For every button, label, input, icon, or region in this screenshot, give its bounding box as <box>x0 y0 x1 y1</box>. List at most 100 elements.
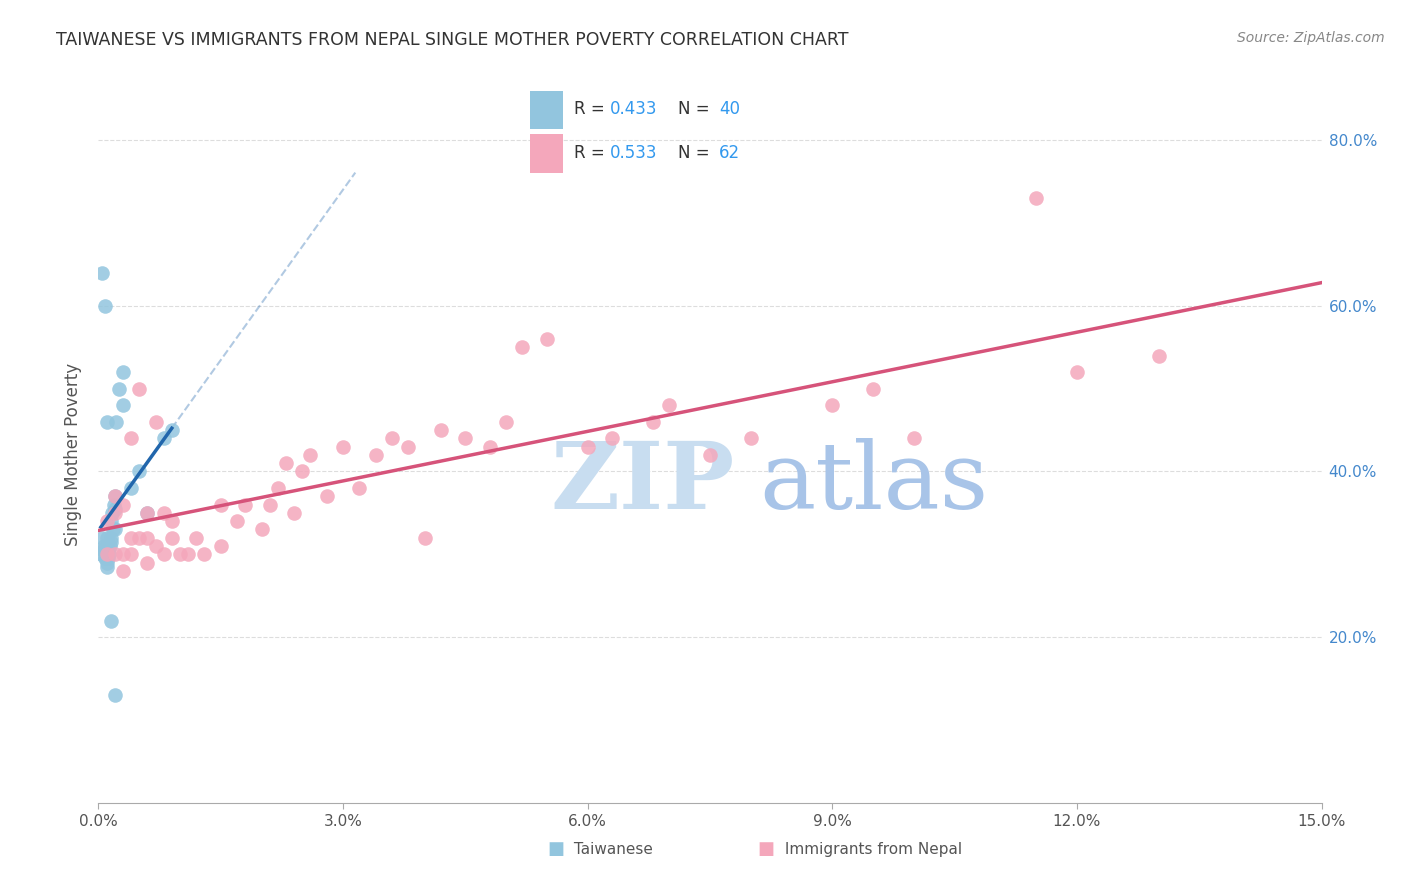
Point <box>283 506 305 520</box>
Point <box>101 523 124 537</box>
Point <box>104 501 127 516</box>
Point <box>332 440 354 454</box>
Point <box>821 398 844 412</box>
Point <box>160 423 183 437</box>
Point <box>250 523 273 537</box>
Point <box>128 465 150 479</box>
Point <box>536 332 558 346</box>
Bar <box>530 134 562 173</box>
Point <box>96 559 118 574</box>
Text: Taiwanese: Taiwanese <box>569 842 654 856</box>
Point <box>100 531 122 545</box>
Text: Immigrants from Nepal: Immigrants from Nepal <box>780 842 963 856</box>
Point <box>576 440 599 454</box>
Point <box>160 531 183 545</box>
Point <box>699 448 721 462</box>
Point <box>152 431 174 445</box>
Point <box>97 543 120 558</box>
Text: ZIP: ZIP <box>550 438 734 528</box>
Point <box>186 531 208 545</box>
Point <box>104 506 127 520</box>
Point <box>94 543 117 558</box>
Point <box>111 547 134 561</box>
Point <box>108 382 131 396</box>
Point <box>1025 191 1047 205</box>
Text: atlas: atlas <box>759 438 988 528</box>
Point <box>862 382 884 396</box>
Point <box>1066 365 1088 379</box>
Point <box>128 531 150 545</box>
Text: 0.533: 0.533 <box>610 144 657 161</box>
Point <box>94 551 117 566</box>
Point <box>152 506 174 520</box>
Point <box>104 489 127 503</box>
Point <box>136 506 159 520</box>
Point <box>111 365 134 379</box>
Point <box>104 489 127 503</box>
Point <box>94 543 117 558</box>
Text: ■: ■ <box>758 840 775 858</box>
Point <box>104 688 127 702</box>
Point <box>111 498 134 512</box>
Text: 0.433: 0.433 <box>610 100 657 118</box>
Text: ■: ■ <box>547 840 564 858</box>
Point <box>94 299 117 313</box>
Point <box>97 551 120 566</box>
Point <box>91 531 114 545</box>
Point <box>100 535 122 549</box>
Point <box>658 398 681 412</box>
Point <box>193 547 215 561</box>
Point <box>1147 349 1170 363</box>
Point <box>512 340 534 354</box>
Point <box>104 547 127 561</box>
Point <box>100 514 122 528</box>
Text: 62: 62 <box>720 144 741 161</box>
Point <box>349 481 371 495</box>
Point <box>98 547 121 561</box>
Point <box>315 489 337 503</box>
Point <box>291 465 314 479</box>
Point <box>93 539 115 553</box>
Point <box>120 481 142 495</box>
Point <box>104 523 127 537</box>
Point <box>495 415 517 429</box>
Point <box>152 547 174 561</box>
Point <box>160 514 183 528</box>
Point <box>96 514 118 528</box>
Point <box>740 431 762 445</box>
Point <box>120 531 142 545</box>
Point <box>96 556 118 570</box>
Point <box>120 547 142 561</box>
Point <box>364 448 387 462</box>
Point <box>641 415 664 429</box>
Text: TAIWANESE VS IMMIGRANTS FROM NEPAL SINGLE MOTHER POVERTY CORRELATION CHART: TAIWANESE VS IMMIGRANTS FROM NEPAL SINGL… <box>56 31 849 49</box>
Point <box>478 440 501 454</box>
Point <box>226 514 249 528</box>
Point <box>96 547 118 561</box>
Point <box>259 498 281 512</box>
Text: N =: N = <box>678 144 714 161</box>
Point <box>90 547 112 561</box>
Point <box>454 431 477 445</box>
Point <box>903 431 925 445</box>
Point <box>100 614 122 628</box>
Point <box>91 543 114 558</box>
Point <box>136 556 159 570</box>
Point <box>600 431 623 445</box>
Y-axis label: Single Mother Poverty: Single Mother Poverty <box>65 363 83 547</box>
Bar <box>530 91 562 129</box>
Point <box>209 498 232 512</box>
Text: 40: 40 <box>720 100 740 118</box>
Point <box>299 448 322 462</box>
Point <box>94 551 117 566</box>
Point <box>136 506 159 520</box>
Point <box>169 547 191 561</box>
Point <box>136 531 159 545</box>
Point <box>177 547 200 561</box>
Point <box>145 539 167 553</box>
Point <box>145 415 167 429</box>
Point <box>120 431 142 445</box>
Point <box>96 531 118 545</box>
Point <box>103 498 125 512</box>
Text: R =: R = <box>574 100 610 118</box>
